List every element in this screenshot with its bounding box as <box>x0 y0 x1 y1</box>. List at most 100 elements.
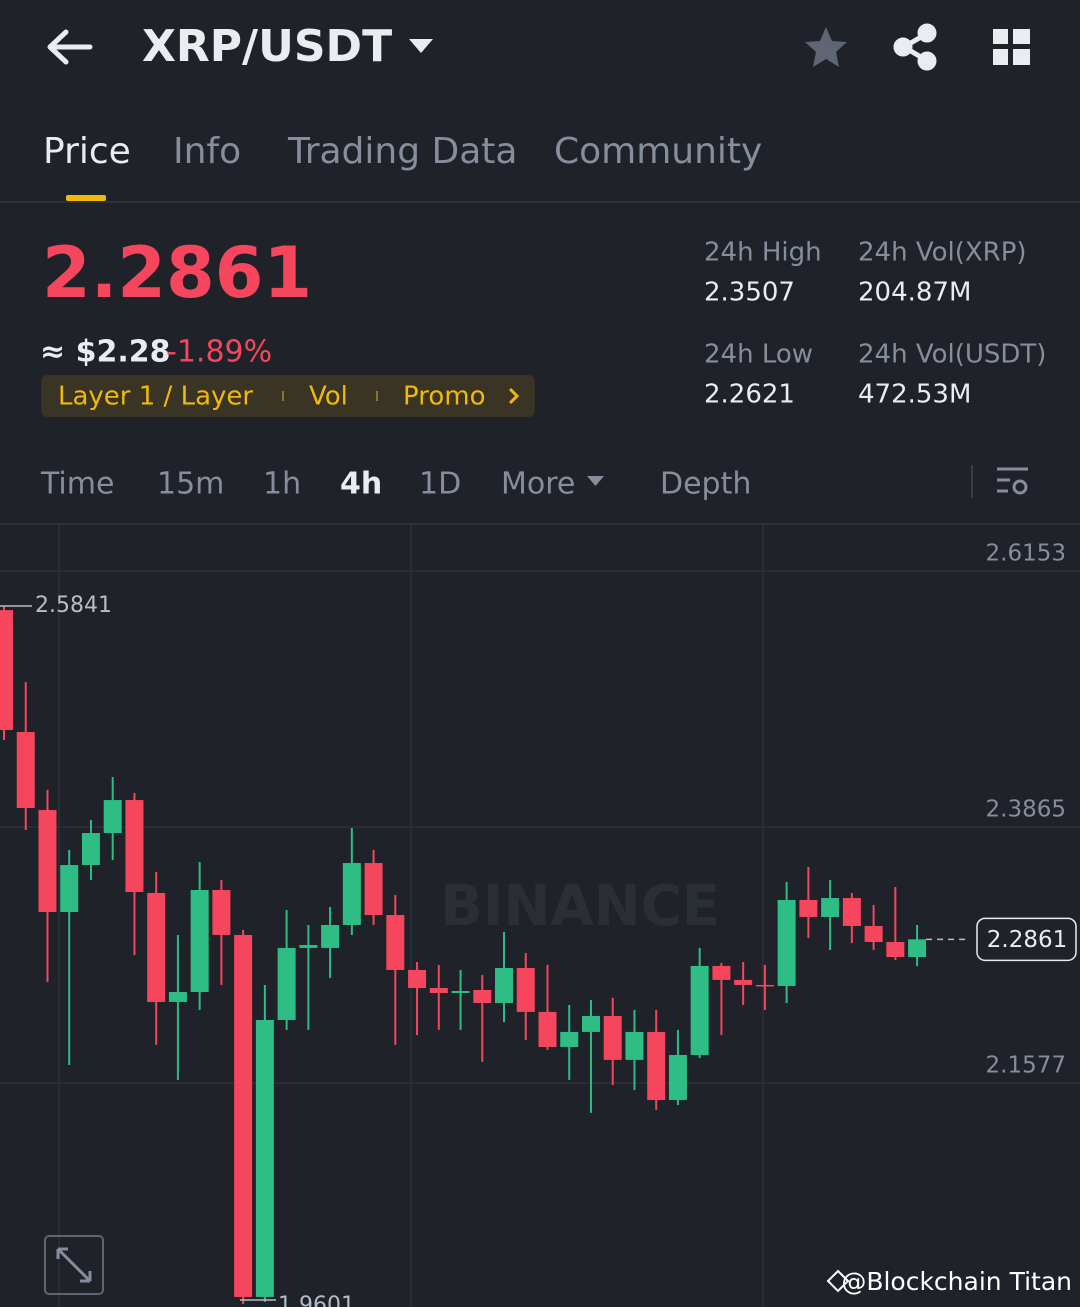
candle-body <box>408 969 427 988</box>
grid-cell <box>1013 49 1030 65</box>
interval[interactable]: Depth <box>660 467 751 502</box>
icon-gear <box>1012 479 1028 495</box>
candle-body <box>299 945 318 948</box>
candle-body <box>321 925 340 948</box>
candle-body <box>473 989 492 1003</box>
candle-body <box>690 965 709 1055</box>
tab[interactable]: Price <box>43 131 131 172</box>
fullscreen-button[interactable] <box>44 1235 104 1295</box>
candle-body <box>908 939 927 957</box>
candle-body <box>451 991 470 994</box>
watermark: BINANCE <box>440 874 720 939</box>
tab-indicator <box>66 195 106 201</box>
low-marker-label: 1.9601 <box>278 1293 355 1307</box>
favorite-icon[interactable] <box>805 27 847 67</box>
last-price-box <box>976 917 1077 962</box>
candle-body <box>712 965 731 980</box>
interval[interactable]: 1D <box>419 467 461 502</box>
candle-body <box>103 800 122 834</box>
candle-body <box>190 889 209 993</box>
candle-body <box>886 942 905 957</box>
candle-body <box>234 934 253 1297</box>
tag[interactable]: Vol <box>309 382 348 412</box>
share-dot <box>917 51 937 71</box>
y-tick-label: 2.3865 <box>986 797 1066 823</box>
stat-value: 2.2621 <box>704 380 795 410</box>
candle-body <box>821 898 840 917</box>
candle-body <box>147 893 166 1002</box>
interval[interactable]: 15m <box>157 467 224 502</box>
candle-body <box>60 865 79 913</box>
candle-body <box>734 979 753 985</box>
candle-body <box>386 915 405 970</box>
candle-body <box>799 899 818 917</box>
candle-body <box>668 1054 687 1100</box>
stat-label: 24h Low <box>704 340 813 370</box>
candle-body <box>603 1015 622 1060</box>
candle-body <box>0 610 13 731</box>
candle-body <box>16 732 35 809</box>
candle-body <box>255 1019 274 1297</box>
candle-body <box>429 987 448 994</box>
chart-settings-icon[interactable] <box>997 467 1028 495</box>
candle-body <box>342 863 361 926</box>
candle-body <box>625 1031 644 1060</box>
candle-body <box>125 800 144 893</box>
candle-body <box>581 1015 600 1032</box>
candle-body <box>842 898 861 927</box>
grid-cell <box>993 29 1008 44</box>
tag-strip[interactable] <box>41 375 535 417</box>
candle-body <box>212 889 231 935</box>
y-tick-label: 2.1577 <box>986 1052 1066 1078</box>
grid-icon[interactable] <box>993 29 1030 65</box>
fiat-price: ≈ $2.28 <box>40 335 170 370</box>
tag-arrow[interactable] <box>508 387 520 405</box>
candle-body <box>364 863 383 916</box>
high-marker-label: 2.5841 <box>35 593 112 618</box>
more-dropdown[interactable] <box>587 476 604 486</box>
y-tick-label: 2.6153 <box>986 541 1066 567</box>
candle-body <box>38 810 57 913</box>
tag[interactable]: Promo <box>403 382 485 412</box>
share-dot <box>893 37 913 57</box>
fullscreen-icon <box>56 1247 92 1283</box>
tab[interactable]: Trading Data <box>287 131 517 172</box>
interval[interactable]: 1h <box>263 467 301 502</box>
tags: Layer 1 / Layer Vol Promo <box>58 382 485 412</box>
stats: 24h High 2.3507 24h Vol(XRP) 204.87M 24h Low… <box>704 238 1046 410</box>
pair-title[interactable]: XRP/USDT <box>142 21 392 72</box>
candle-body <box>277 947 296 1020</box>
candle-body <box>755 984 774 987</box>
candle-body <box>647 1031 666 1100</box>
candle-body <box>538 1011 557 1047</box>
interval[interactable]: Time <box>40 467 114 502</box>
candle-body <box>81 833 100 866</box>
candle-body <box>777 899 796 986</box>
stat-value: 204.87M <box>858 278 971 308</box>
tab[interactable]: Info <box>173 131 241 172</box>
tab[interactable]: Community <box>554 131 762 172</box>
stat-label: 24h Vol(USDT) <box>858 340 1046 370</box>
interval-bar: Time 15m 1h 4h 1D More Depth <box>40 467 751 502</box>
stat-value: 472.53M <box>858 380 971 410</box>
tag[interactable]: Layer 1 / Layer <box>58 382 253 412</box>
candlestick-chart: BINANCE 2.6153 2.3865 2.1577 2.5841 1.9601 2.… <box>0 524 1080 1307</box>
stat-value: 2.3507 <box>704 278 795 308</box>
share-icon[interactable] <box>893 23 937 71</box>
stat-label: 24h Vol(XRP) <box>858 238 1027 268</box>
stat-label: 24h High <box>704 238 822 268</box>
candle-body <box>864 926 883 943</box>
pair-dropdown[interactable] <box>409 39 433 53</box>
last-price: 2.2861 <box>42 232 312 314</box>
interval[interactable]: More <box>501 467 575 502</box>
share-dot <box>917 23 937 43</box>
back-button[interactable] <box>47 29 93 65</box>
credit-logo <box>826 1269 850 1293</box>
interval[interactable]: 4h <box>340 467 382 502</box>
grid-cell <box>993 49 1008 65</box>
candle-body <box>560 1031 579 1047</box>
grid-cell <box>1013 29 1030 44</box>
